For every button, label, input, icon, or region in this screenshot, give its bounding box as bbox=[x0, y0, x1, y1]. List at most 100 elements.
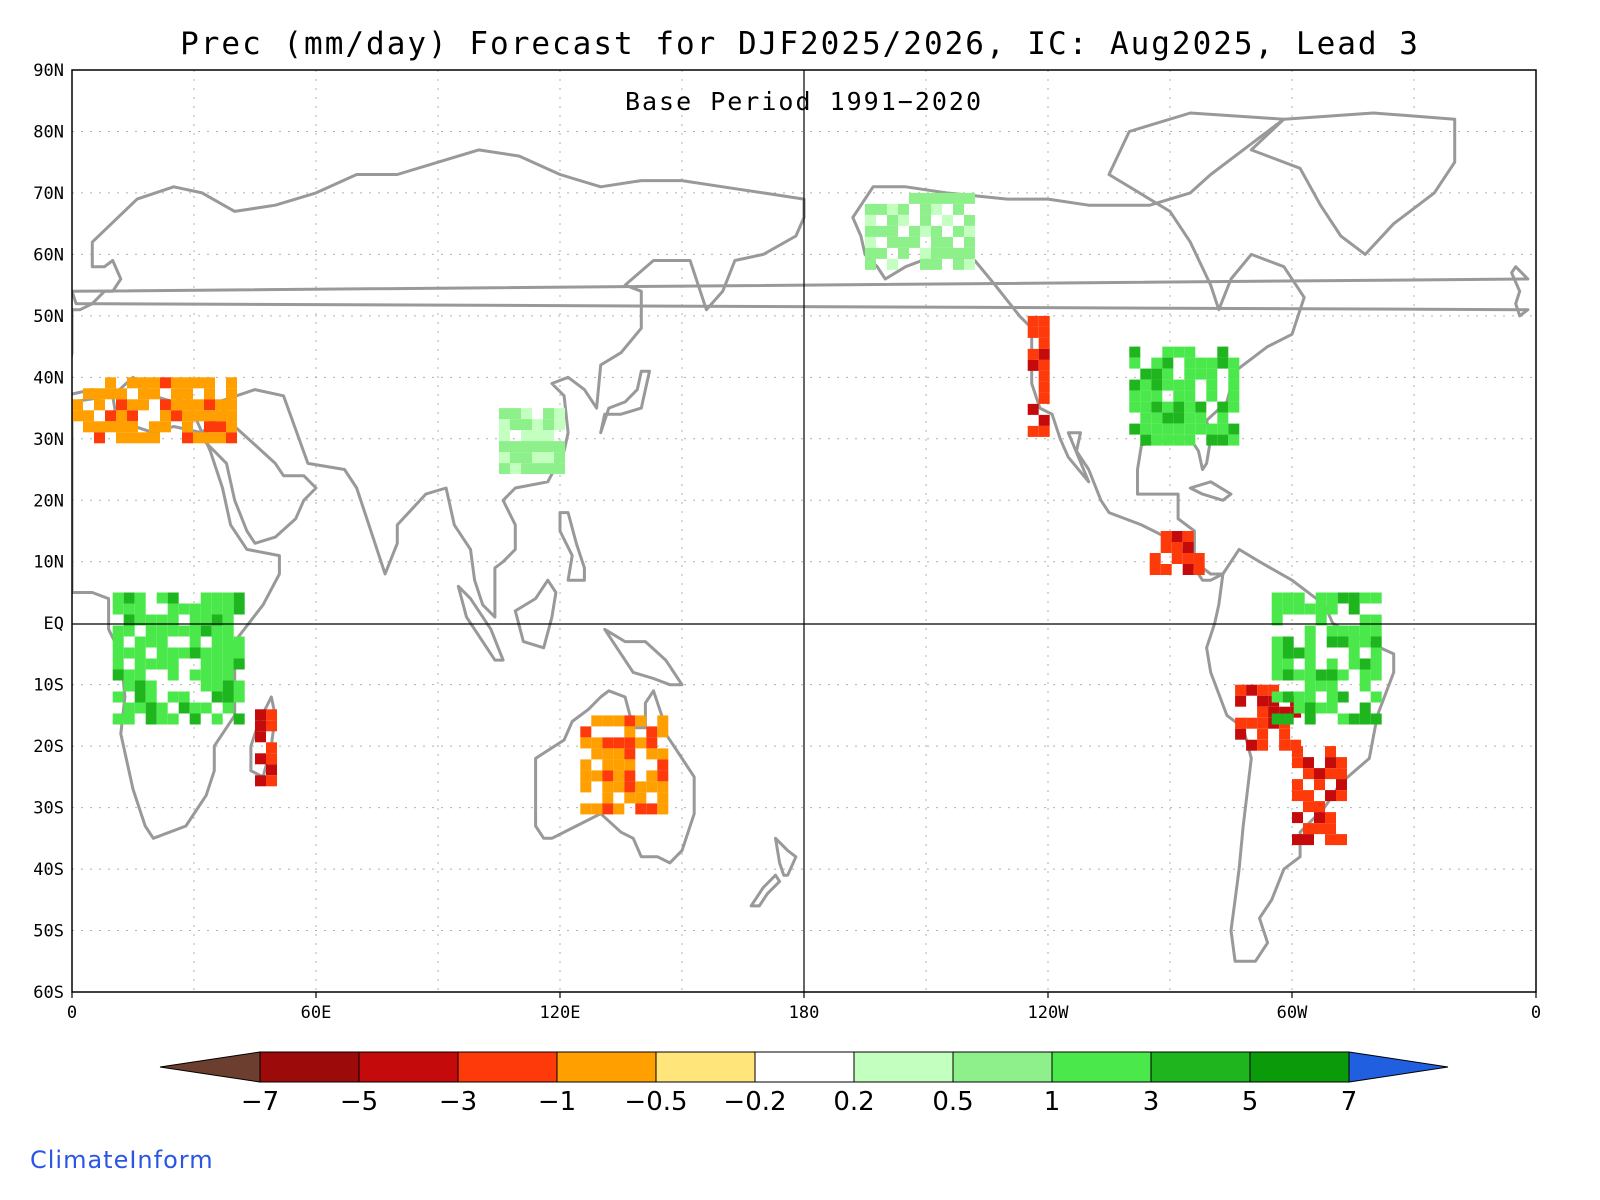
anomaly-cell bbox=[1370, 691, 1382, 703]
anomaly-cell bbox=[1173, 379, 1185, 391]
anomaly-cell bbox=[876, 225, 887, 237]
anomaly-cell bbox=[510, 452, 521, 464]
lat-tick-label: 60N bbox=[33, 245, 64, 265]
anomaly-cell bbox=[1235, 717, 1247, 729]
colorbar-tick-label: 3 bbox=[1143, 1087, 1160, 1117]
anomaly-cell bbox=[898, 247, 909, 259]
anomaly-cell bbox=[646, 726, 658, 738]
anomaly-cell bbox=[189, 636, 201, 648]
anomaly-cell bbox=[83, 410, 94, 422]
anomaly-cell bbox=[1326, 625, 1338, 637]
anomaly-cell bbox=[1160, 564, 1172, 575]
anomaly-cell bbox=[1370, 592, 1382, 604]
anomaly-cell bbox=[1171, 531, 1183, 542]
anomaly-cell bbox=[156, 625, 168, 637]
anomaly-cell bbox=[182, 388, 193, 400]
anomaly-cell bbox=[189, 614, 201, 626]
anomaly-cell bbox=[865, 258, 876, 270]
anomaly-cell bbox=[178, 702, 190, 714]
anomaly-cell bbox=[123, 603, 135, 615]
anomaly-cell bbox=[112, 603, 124, 615]
anomaly-cell bbox=[189, 713, 201, 725]
anomaly-cell bbox=[200, 625, 212, 637]
anomaly-cell bbox=[521, 419, 532, 431]
cuba-outline bbox=[1188, 480, 1233, 502]
anomaly-cell bbox=[138, 432, 149, 444]
anomaly-cell bbox=[178, 691, 190, 703]
anomaly-cell bbox=[116, 388, 127, 400]
anomaly-cell bbox=[1162, 368, 1174, 380]
lon-tick-label: 0 bbox=[67, 1003, 77, 1023]
anomaly-cell bbox=[211, 592, 223, 604]
anomaly-cell bbox=[215, 421, 226, 433]
anomaly-cell bbox=[1359, 592, 1371, 604]
anomaly-cell bbox=[613, 748, 625, 760]
anomaly-cell bbox=[1027, 425, 1039, 437]
anomaly-cell bbox=[865, 214, 876, 226]
anomaly-cell bbox=[171, 399, 182, 411]
north-america-outline bbox=[851, 111, 1306, 582]
anomaly-cell bbox=[1304, 669, 1316, 681]
anomaly-cell bbox=[226, 377, 237, 389]
anomaly-cell bbox=[898, 203, 909, 215]
anomaly-cell bbox=[123, 713, 135, 725]
anomaly-cell bbox=[521, 430, 532, 442]
anomaly-cell bbox=[233, 603, 245, 615]
anomaly-cell bbox=[1337, 636, 1349, 648]
anomaly-cell bbox=[1140, 379, 1152, 391]
anomaly-cell bbox=[635, 715, 647, 727]
anomaly-cell bbox=[1370, 614, 1382, 626]
anomaly-cell bbox=[211, 636, 223, 648]
anomaly-cell bbox=[532, 419, 543, 431]
anomaly-cell bbox=[145, 713, 157, 725]
colorbar-swatch bbox=[655, 1051, 756, 1083]
anomaly-cell bbox=[876, 247, 887, 259]
anomaly-cell bbox=[920, 214, 931, 226]
latitude-labels: 90N 80N 70N 60N 50N 40N 30N 20N 10N EQ 10S 20S 30S 40… bbox=[33, 61, 64, 1003]
australia-outline bbox=[534, 689, 696, 865]
anomaly-cell bbox=[1184, 412, 1196, 424]
anomaly-cell bbox=[1293, 691, 1305, 703]
anomaly-cell bbox=[1140, 412, 1152, 424]
anomaly-cell bbox=[167, 603, 179, 615]
anomaly-cell bbox=[1315, 702, 1327, 714]
borneo-outline bbox=[513, 578, 558, 650]
anomaly-cell bbox=[72, 399, 83, 411]
colorbar-swatch bbox=[1249, 1051, 1350, 1083]
anomaly-cell bbox=[624, 792, 636, 804]
lat-tick-label: 20N bbox=[33, 491, 64, 511]
anomaly-cell bbox=[964, 258, 975, 270]
anomaly-cell bbox=[1038, 315, 1050, 327]
colorbar-tick-label: −0.2 bbox=[723, 1087, 786, 1117]
anomaly-cell bbox=[83, 421, 94, 433]
anomaly-cell bbox=[1217, 357, 1229, 369]
anomaly-cell bbox=[1173, 423, 1185, 435]
anomaly-cell bbox=[1206, 434, 1218, 446]
anomaly-cell bbox=[94, 432, 105, 444]
anomaly-cell bbox=[1129, 379, 1141, 391]
anomaly-cell bbox=[156, 636, 168, 648]
anomaly-cell bbox=[1304, 713, 1316, 725]
footer-credit: ClimateInform bbox=[30, 1146, 214, 1174]
anomaly-cell bbox=[200, 669, 212, 681]
colorbar-tick-label: −0.5 bbox=[624, 1087, 687, 1117]
anomaly-cell bbox=[1228, 423, 1240, 435]
anomaly-region bbox=[499, 408, 565, 475]
anomaly-cell bbox=[1173, 401, 1185, 413]
anomaly-cell bbox=[182, 399, 193, 411]
anomaly-cell bbox=[1304, 625, 1316, 637]
anomaly-cell bbox=[167, 669, 179, 681]
anomaly-cell bbox=[266, 764, 277, 776]
anomaly-cell bbox=[1292, 779, 1303, 791]
anomaly-cell bbox=[1162, 379, 1174, 391]
anomaly-cell bbox=[255, 753, 266, 765]
anomaly-cell bbox=[1246, 717, 1258, 729]
anomaly-cell bbox=[127, 399, 138, 411]
anomaly-cell bbox=[1149, 553, 1161, 564]
anomaly-cell bbox=[1140, 401, 1152, 413]
colorbar-tick-label: −3 bbox=[439, 1087, 477, 1117]
anomaly-cell bbox=[233, 647, 245, 659]
anomaly-cell bbox=[255, 709, 266, 721]
anomaly-cell bbox=[1246, 684, 1258, 696]
